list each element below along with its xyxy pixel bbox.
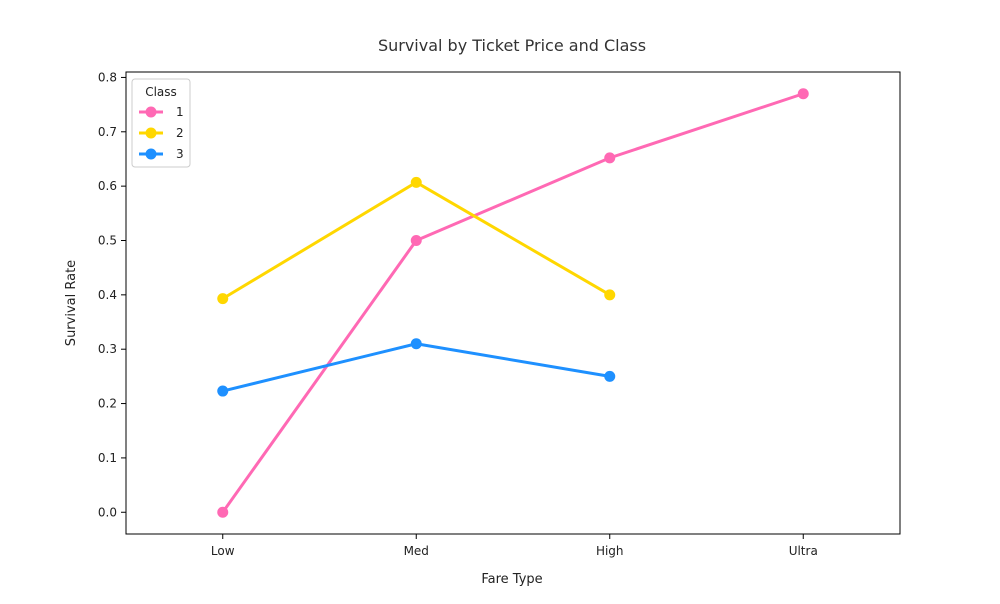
y-tick-label: 0.7 <box>98 125 117 139</box>
legend-label-class-2: 2 <box>176 126 184 140</box>
series-lines <box>221 92 805 514</box>
legend-label-class-3: 3 <box>176 147 184 161</box>
x-axis: Low Med High Ultra <box>211 534 818 558</box>
legend-items: 1 2 3 <box>139 105 184 161</box>
y-tick-label: 0.1 <box>98 451 117 465</box>
legend-label-class-1: 1 <box>176 105 184 119</box>
y-tick-label: 0.8 <box>98 70 117 84</box>
legend-marker-class-1 <box>145 106 157 118</box>
x-tick-label: Ultra <box>789 544 818 558</box>
x-tick-label: High <box>596 544 624 558</box>
data-point-class-2 <box>217 293 229 305</box>
y-tick-label: 0.0 <box>98 505 117 519</box>
data-point-class-2 <box>410 176 422 188</box>
y-axis-label: Survival Rate <box>64 260 79 346</box>
y-axis: 0.0 0.1 0.2 0.3 0.4 0.5 0.6 0.7 0.8 <box>98 70 126 519</box>
legend-marker-class-3 <box>145 148 157 160</box>
data-point-class-1 <box>604 152 616 164</box>
y-tick-label: 0.6 <box>98 179 117 193</box>
data-point-class-3 <box>410 338 422 350</box>
plot-frame <box>125 71 901 535</box>
data-point-class-1 <box>217 506 229 518</box>
x-tick-label: Med <box>404 544 429 558</box>
legend-title: Class <box>145 85 177 99</box>
y-tick-label: 0.4 <box>98 288 117 302</box>
series-line-class-1 <box>221 92 805 514</box>
y-tick-label: 0.3 <box>98 342 117 356</box>
legend-box <box>131 78 191 168</box>
data-point-class-1 <box>797 88 809 100</box>
y-tick-label: 0.5 <box>98 233 117 247</box>
data-point-class-3 <box>217 385 229 397</box>
data-point-class-3 <box>604 370 616 382</box>
legend: Class 1 2 3 <box>131 78 191 168</box>
y-tick-label: 0.2 <box>98 397 117 411</box>
data-point-class-2 <box>604 289 616 301</box>
series-points <box>217 88 809 518</box>
x-axis-label: Fare Type <box>481 572 542 587</box>
data-point-class-1 <box>410 234 422 246</box>
x-tick-label: Low <box>211 544 235 558</box>
legend-marker-class-2 <box>145 127 157 139</box>
chart-title: Survival by Ticket Price and Class <box>378 36 646 55</box>
series-line-class-3 <box>221 342 612 393</box>
